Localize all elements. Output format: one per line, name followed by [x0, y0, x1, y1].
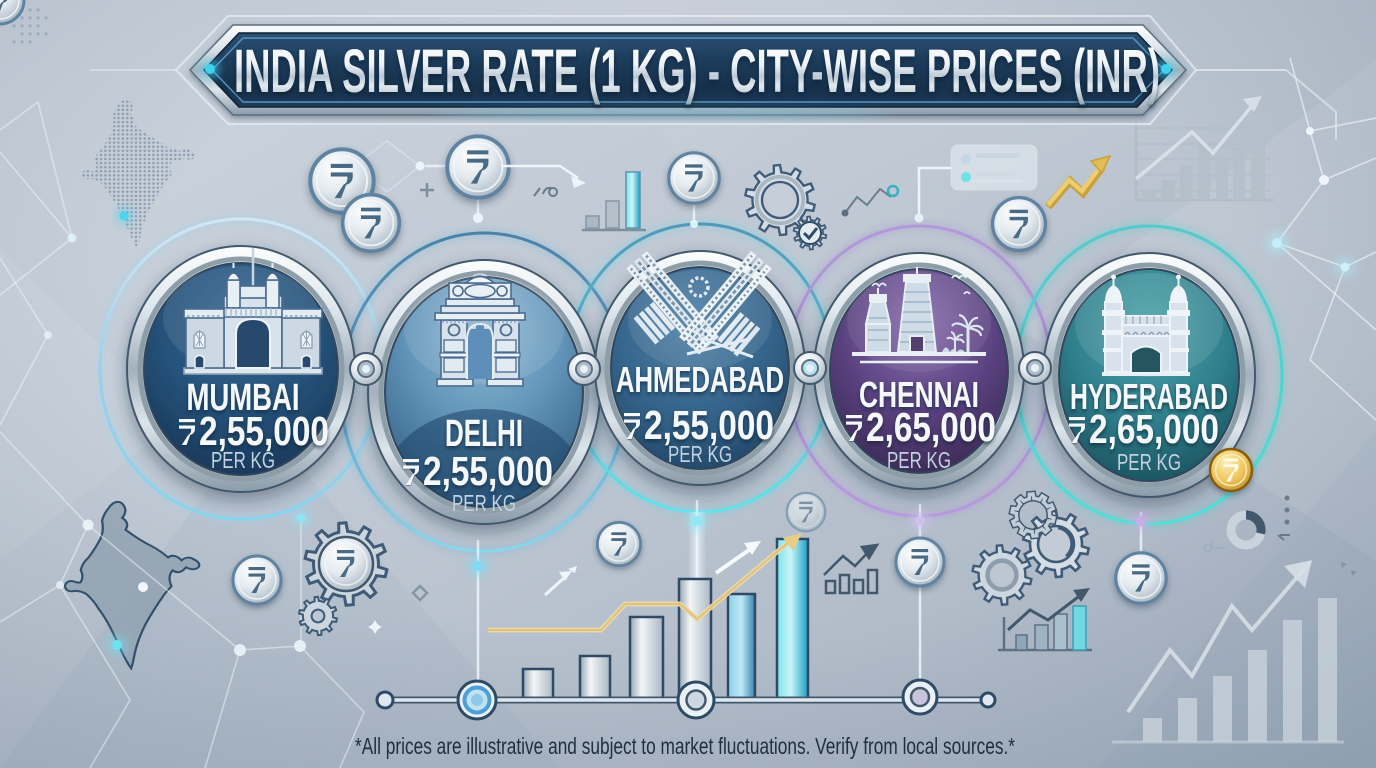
svg-text:*All prices are illustrative a: *All prices are illustrative and subject…	[355, 733, 1015, 759]
svg-text:2,55,000: 2,55,000	[423, 448, 553, 494]
svg-text:PER KG: PER KG	[211, 447, 275, 473]
svg-text:MUMBAI: MUMBAI	[187, 377, 300, 419]
svg-text:INDIA SILVER RATE (1 KG) - CIT: INDIA SILVER RATE (1 KG) - CITY-WISE PRI…	[234, 37, 1160, 105]
svg-text:HYDERABAD: HYDERABAD	[1070, 376, 1228, 417]
svg-text:INDIA SILVER RATE (1 KG) - CIT: INDIA SILVER RATE (1 KG) - CITY-WISE PRI…	[234, 40, 1160, 108]
svg-text:2,65,000: 2,65,000	[866, 404, 996, 450]
svg-text:2,55,000: 2,55,000	[644, 402, 774, 448]
svg-text:DELHI: DELHI	[445, 413, 523, 455]
svg-text:2,65,000: 2,65,000	[1089, 406, 1219, 452]
svg-text:AHMEDABAD: AHMEDABAD	[616, 359, 784, 400]
svg-text:PER KG: PER KG	[668, 441, 732, 467]
svg-text:PER KG: PER KG	[887, 447, 951, 473]
svg-text:PER KG: PER KG	[452, 490, 516, 516]
svg-text:2,55,000: 2,55,000	[199, 408, 329, 454]
svg-text:CHENNAI: CHENNAI	[859, 374, 979, 415]
svg-text:PER KG: PER KG	[1117, 449, 1181, 475]
